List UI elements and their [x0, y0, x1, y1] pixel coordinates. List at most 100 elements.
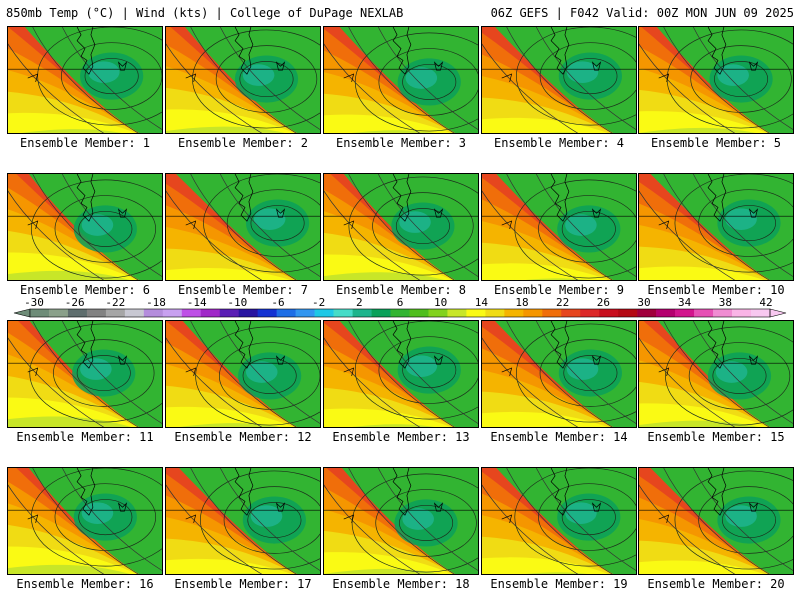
colorbar-swatch: [295, 309, 315, 317]
colorbar-tick-label: -26: [65, 296, 85, 309]
colorbar-tick-label: 6: [397, 296, 404, 309]
ensemble-map-panel: [165, 320, 321, 428]
ensemble-map-panel: [323, 173, 479, 281]
colorbar-swatch: [485, 309, 505, 317]
colorbar-swatch: [618, 309, 638, 317]
colorbar-swatch: [67, 309, 88, 317]
temperature-colorbar: -30 -26 -22 -18 -14 -10 -6 -2 2 6 10 14 18 22 26 30 34 38…: [13, 296, 787, 318]
colorbar-tick-label: 30: [637, 296, 650, 309]
colorbar-swatch: [694, 309, 714, 317]
ensemble-member-label: Ensemble Member: 15: [647, 430, 785, 444]
colorbar-swatch: [561, 309, 581, 317]
ensemble-map-panel: [323, 320, 479, 428]
colorbar-tick-label: 22: [556, 296, 569, 309]
ensemble-map-panel: [638, 173, 794, 281]
colorbar-swatch: [637, 309, 657, 317]
colorbar-swatch: [200, 309, 221, 317]
ensemble-map-panel: [323, 467, 479, 575]
ensemble-member-label: Ensemble Member: 17: [174, 577, 312, 591]
colorbar-tick-label: 10: [434, 296, 447, 309]
colorbar-tick-label: -2: [312, 296, 325, 309]
colorbar-swatch: [105, 309, 126, 317]
colorbar-min-arrow: [13, 308, 31, 318]
colorbar-swatch: [219, 309, 240, 317]
ensemble-map-panel: [481, 467, 637, 575]
ensemble-map-panel: [638, 320, 794, 428]
colorbar-swatch: [523, 309, 543, 317]
colorbar-swatch: [542, 309, 562, 317]
ensemble-member-label: Ensemble Member: 20: [647, 577, 785, 591]
ensemble-member-label: Ensemble Member: 6: [19, 283, 151, 297]
ensemble-member-label: Ensemble Member: 18: [332, 577, 470, 591]
colorbar-tick-label: 38: [719, 296, 732, 309]
colorbar-swatch: [713, 309, 733, 317]
map-title: 850mb Temp (°C) | Wind (kts) | College o…: [6, 6, 404, 20]
colorbar-tick-label: 26: [597, 296, 610, 309]
ensemble-map-panel: [165, 26, 321, 134]
colorbar-swatch: [333, 309, 353, 317]
ensemble-map-panel: [481, 26, 637, 134]
ensemble-member-label: Ensemble Member: 14: [490, 430, 628, 444]
ensemble-member-label: Ensemble Member: 1: [19, 136, 151, 150]
ensemble-map-panel: [481, 320, 637, 428]
ensemble-map-panel: [7, 26, 163, 134]
colorbar-tick-label: 18: [515, 296, 528, 309]
ensemble-map-panel: [638, 26, 794, 134]
colorbar-swatch: [675, 309, 695, 317]
colorbar-swatch: [352, 309, 372, 317]
ensemble-member-label: Ensemble Member: 16: [16, 577, 154, 591]
colorbar-swatch: [238, 309, 258, 317]
ensemble-map-panel: [323, 26, 479, 134]
ensemble-member-label: Ensemble Member: 10: [647, 283, 785, 297]
colorbar-swatch: [86, 309, 107, 317]
ensemble-member-label: Ensemble Member: 12: [174, 430, 312, 444]
run-valid-time: 06Z GEFS | F042 Valid: 00Z MON JUN 09 20…: [490, 6, 794, 20]
colorbar-tick-label: -14: [187, 296, 207, 309]
ensemble-member-label: Ensemble Member: 7: [177, 283, 309, 297]
colorbar-swatch: [580, 309, 600, 317]
colorbar-tick-label: -18: [146, 296, 166, 309]
ensemble-member-label: Ensemble Member: 3: [335, 136, 467, 150]
colorbar-swatch: [409, 309, 429, 317]
ensemble-map-panel: [165, 467, 321, 575]
colorbar-tick-label: 34: [678, 296, 692, 309]
ensemble-map-panel: [7, 467, 163, 575]
ensemble-map-panel: [165, 173, 321, 281]
colorbar-swatch: [124, 309, 145, 317]
colorbar-swatch: [504, 309, 524, 317]
ensemble-member-label: Ensemble Member: 9: [493, 283, 625, 297]
ensemble-member-label: Ensemble Member: 4: [493, 136, 625, 150]
colorbar-swatch: [371, 309, 391, 317]
ensemble-map-panel: [7, 320, 163, 428]
colorbar-tick-label: -10: [227, 296, 247, 309]
colorbar-swatch: [656, 309, 676, 317]
colorbar-swatch: [314, 309, 334, 317]
colorbar-swatch: [447, 309, 467, 317]
colorbar-swatch: [181, 309, 202, 317]
ensemble-member-label: Ensemble Member: 19: [490, 577, 628, 591]
ensemble-member-label: Ensemble Member: 2: [177, 136, 309, 150]
colorbar-swatch: [143, 309, 164, 317]
colorbar-swatch: [162, 309, 183, 317]
colorbar-swatch: [599, 309, 619, 317]
colorbar-swatch: [276, 309, 296, 317]
colorbar-swatch: [732, 309, 752, 317]
colorbar-tick-label: 42: [759, 296, 772, 309]
colorbar-swatch: [48, 309, 69, 317]
ensemble-map-panel: [7, 173, 163, 281]
colorbar-tick-label: -22: [105, 296, 125, 309]
ensemble-map-panel: [638, 467, 794, 575]
colorbar-swatch: [751, 309, 771, 317]
ensemble-member-label: Ensemble Member: 11: [16, 430, 154, 444]
colorbar-swatch: [390, 309, 410, 317]
colorbar-tick-label: -6: [271, 296, 284, 309]
colorbar-tick-label: -30: [24, 296, 44, 309]
colorbar-swatch: [30, 309, 50, 317]
colorbar-tick-label: 14: [475, 296, 489, 309]
ensemble-map-panel: [481, 173, 637, 281]
colorbar-swatch: [257, 309, 277, 317]
ensemble-member-label: Ensemble Member: 13: [332, 430, 470, 444]
colorbar-swatch: [466, 309, 486, 317]
colorbar-swatch: [428, 309, 448, 317]
ensemble-member-label: Ensemble Member: 5: [650, 136, 782, 150]
